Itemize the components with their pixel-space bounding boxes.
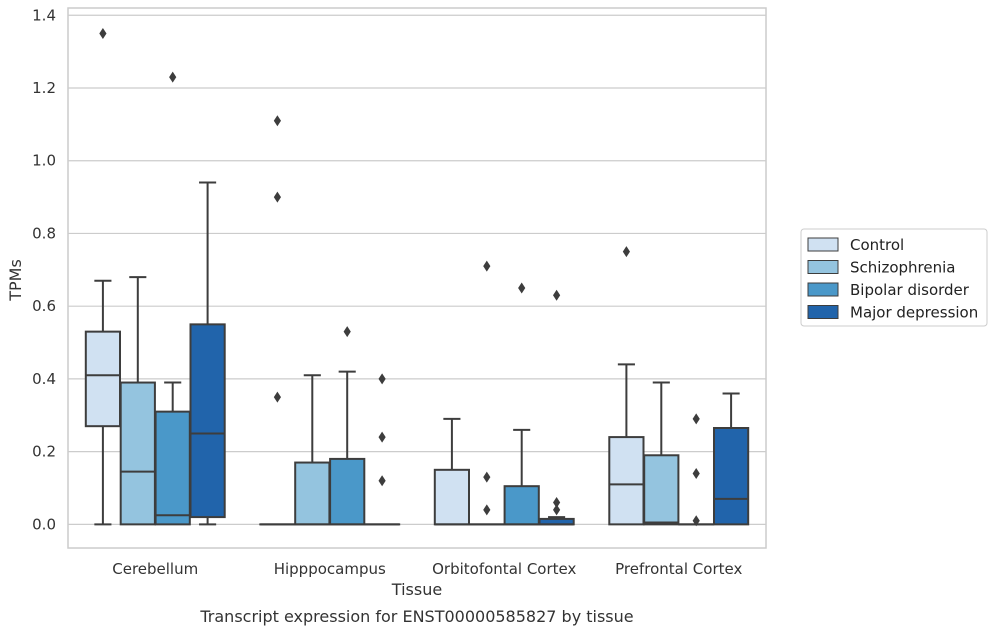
box-rect (608, 436, 645, 526)
box-schizophrenia (119, 276, 156, 526)
legend-swatch (807, 260, 839, 274)
legend-frame (800, 228, 988, 327)
box-bipolar-disorder (503, 282, 540, 526)
y-tick-label: 1.2 (32, 79, 56, 97)
x-tick-label: Prefrontal Cortex (615, 560, 742, 578)
outlier-point (273, 391, 281, 403)
box-schizophrenia (294, 374, 331, 526)
box-major-depression (189, 181, 226, 526)
box-major-depression (712, 392, 750, 526)
y-axis-label: TPMs (6, 259, 25, 302)
box-control (259, 115, 296, 526)
outlier-point (483, 504, 491, 516)
outlier-point (553, 504, 561, 516)
box-bipolar-disorder (678, 413, 715, 527)
legend-label: Bipolar disorder (850, 281, 970, 299)
x-tick-label: Cerebellum (112, 560, 198, 578)
y-tick-label: 0.0 (32, 515, 56, 533)
outlier-point (622, 246, 630, 258)
outlier-point (169, 71, 177, 83)
legend-label: Schizophrenia (850, 259, 955, 277)
x-tick-label: Hipppocampus (274, 560, 386, 578)
legend-swatch (807, 237, 839, 252)
box-rect (189, 323, 226, 519)
outlier-point (692, 467, 700, 479)
plot-frame (67, 7, 767, 549)
chart-caption: Transcript expression for ENST0000058582… (199, 607, 633, 626)
outlier-point (378, 475, 386, 487)
outlier-point (378, 431, 386, 443)
box-schizophrenia (468, 260, 505, 526)
box-rect (84, 330, 122, 428)
box-rect (503, 485, 540, 526)
outlier-point (483, 260, 491, 272)
y-tick-label: 0.6 (32, 297, 56, 315)
outlier-point (273, 115, 281, 127)
box-bipolar-disorder (329, 326, 366, 526)
legend-swatch (807, 282, 839, 297)
y-tick-label: 0.4 (32, 370, 56, 388)
outlier-point (553, 289, 561, 301)
legend-label: Major depression (850, 304, 978, 322)
box-rect (329, 457, 366, 526)
x-tick-labels: Cerebellum Hipppocampus Orbitofontal Corte… (112, 560, 742, 578)
outlier-point (692, 515, 700, 527)
x-tick-label: Orbitofontal Cortex (432, 560, 576, 578)
box-control (84, 27, 122, 526)
box-control (433, 417, 471, 526)
box-rect (154, 410, 191, 526)
outlier-point (518, 282, 526, 294)
y-tick-label: 0.2 (32, 443, 56, 461)
y-tick-label: 1.4 (32, 6, 56, 24)
outlier-point (553, 497, 561, 509)
outlier-point (273, 191, 281, 203)
legend-swatch (807, 305, 839, 319)
box-schizophrenia (643, 381, 680, 526)
y-tick-labels: 0.0 0.2 0.4 0.6 0.8 1.0 1.2 1.4 (32, 6, 56, 533)
y-tick-label: 1.0 (32, 152, 56, 170)
outlier-point (99, 27, 107, 39)
box-rect (294, 461, 331, 526)
box-rect (433, 468, 471, 526)
outlier-point (343, 326, 351, 338)
box-rect (119, 381, 156, 526)
box-rect (643, 454, 680, 526)
box-bipolar-disorder (154, 71, 191, 526)
boxes (84, 27, 750, 527)
box-major-depression (363, 373, 401, 526)
legend: Control Schizophrenia Bipolar disorder Majo… (800, 228, 988, 327)
box-major-depression (538, 289, 575, 526)
legend-label: Control (850, 236, 904, 254)
x-axis-label: Tissue (391, 580, 442, 599)
outlier-point (378, 373, 386, 385)
outlier-point (692, 413, 700, 425)
box-rect (712, 427, 750, 526)
box-control (608, 246, 645, 526)
y-tick-label: 0.8 (32, 224, 56, 242)
outlier-point (483, 471, 491, 483)
